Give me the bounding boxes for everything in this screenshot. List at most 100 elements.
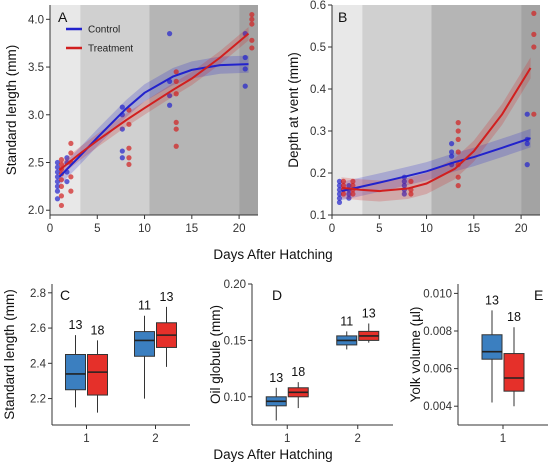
data-point-treatment — [340, 191, 347, 197]
data-point-control — [242, 54, 248, 61]
data-point-treatment — [173, 69, 179, 75]
x-tick-label: 1 — [284, 433, 290, 445]
sample-size-label: 18 — [507, 310, 521, 324]
y-tick-label: 0.1 — [310, 210, 326, 222]
data-point-control — [64, 178, 70, 185]
data-point-treatment — [350, 191, 356, 197]
panel-b-scatter: 0 5 10 15 20 0.1 0.2 0.3 0.4 0.5 0.6 Depth at vent … — [286, 0, 540, 235]
box-control — [65, 354, 86, 391]
data-point-control — [401, 191, 407, 197]
x-tick-label: 1 — [500, 433, 506, 445]
data-point-control — [119, 148, 125, 154]
data-point-treatment — [173, 78, 179, 84]
y-tick-label: 0.6 — [310, 0, 326, 12]
x-tick-label: 10 — [420, 223, 433, 235]
data-point-control — [401, 178, 407, 184]
y-tick-label: 2.2 — [30, 394, 46, 406]
data-point-treatment — [531, 44, 537, 50]
background-band-darkest — [521, 5, 540, 215]
data-point-control — [346, 191, 352, 197]
y-axis-title: Depth at vent (mm) — [286, 52, 301, 168]
data-point-control — [119, 155, 125, 161]
data-point-treatment — [531, 31, 537, 37]
data-point-treatment — [249, 21, 255, 27]
confidence-band-control — [59, 55, 249, 186]
sample-size-label: 18 — [91, 323, 105, 337]
sample-size-label: 13 — [485, 293, 499, 307]
data-point-treatment — [68, 150, 74, 156]
data-point-control — [524, 162, 530, 168]
sample-size-label: 18 — [291, 365, 305, 379]
y-tick-label: 4.0 — [28, 14, 44, 26]
panel-c-boxplot: 1 2 2.2 2.4 2.6 2.8 13 18 11 13 Standard length (m… — [2, 284, 190, 445]
y-axis-title: Standard length (mm) — [4, 45, 19, 176]
x-tick-label: 15 — [185, 223, 198, 235]
data-point-control — [167, 31, 173, 37]
x-tick-label: 20 — [233, 223, 246, 235]
y-tick-label: 2.5 — [28, 158, 44, 170]
data-point-control — [336, 187, 343, 193]
data-point-treatment — [173, 126, 179, 132]
data-point-treatment — [58, 202, 65, 209]
shared-xlabel-top: Days After Hatching — [213, 247, 332, 262]
panel-letter: A — [58, 9, 68, 25]
x-tick-label: 2 — [355, 433, 361, 445]
data-point-treatment — [350, 183, 356, 189]
data-point-treatment — [455, 120, 461, 126]
data-point-control — [449, 153, 455, 159]
panel-letter: D — [272, 287, 282, 303]
data-point-control — [242, 66, 248, 72]
x-tick-label: 5 — [94, 223, 100, 235]
background-band-dark — [431, 5, 522, 215]
data-point-treatment — [455, 174, 461, 180]
legend-label-control: Control — [88, 25, 120, 36]
sample-size-label: 13 — [160, 290, 174, 304]
data-point-control — [64, 155, 70, 161]
background-band-light — [50, 5, 81, 215]
y-axis-title: Standard length (mm) — [2, 289, 17, 420]
data-point-treatment — [249, 45, 255, 51]
legend-label-treatment: Treatment — [88, 44, 133, 55]
y-tick-label: 2.0 — [28, 205, 44, 217]
y-tick-label: 0.10 — [224, 392, 246, 404]
data-point-treatment — [408, 178, 414, 184]
y-tick-label: 0.2 — [310, 168, 326, 180]
data-point-treatment — [249, 11, 255, 18]
data-point-treatment — [58, 161, 65, 168]
data-point-treatment — [408, 191, 414, 197]
data-point-control — [54, 188, 61, 194]
data-point-treatment — [58, 157, 65, 163]
data-point-control — [336, 183, 343, 189]
data-point-control — [119, 104, 125, 110]
y-tick-label: 2.4 — [30, 358, 47, 370]
data-point-treatment — [340, 178, 347, 184]
y-tick-label: 0.008 — [423, 326, 452, 338]
panel-d-boxplot: 1 2 0.10 0.15 0.20 13 18 11 13 Oil globule (mm) D — [208, 279, 393, 445]
data-point-treatment — [126, 145, 132, 151]
shared-xlabel-bottom: Days After Hatching — [213, 447, 332, 462]
data-point-control — [54, 178, 61, 185]
data-point-treatment — [455, 136, 461, 142]
box-treatment — [87, 354, 108, 396]
data-point-treatment — [58, 193, 65, 199]
data-point-treatment — [126, 161, 132, 168]
sample-size-label: 13 — [362, 306, 376, 320]
panel-e-boxplot: 1 0.004 0.006 0.008 0.010 13 18 Yolk volume (µl… — [408, 284, 548, 445]
background-band-light — [332, 5, 363, 215]
data-point-control — [401, 183, 407, 189]
data-point-control — [54, 159, 61, 166]
data-point-treatment — [68, 140, 74, 147]
y-tick-label: 0.010 — [423, 288, 452, 300]
y-tick-label: 0.004 — [423, 401, 452, 413]
background-band-dark — [149, 5, 240, 215]
y-tick-label: 0.20 — [224, 279, 246, 291]
y-tick-label: 0.15 — [224, 335, 246, 347]
data-point-control — [346, 183, 352, 189]
y-tick-label: 2.8 — [30, 288, 46, 300]
x-tick-label: 2 — [152, 433, 158, 445]
data-point-control — [336, 195, 343, 201]
data-point-control — [54, 174, 61, 180]
data-point-control — [336, 191, 343, 197]
panel-letter: E — [534, 287, 543, 303]
data-point-control — [346, 195, 352, 201]
